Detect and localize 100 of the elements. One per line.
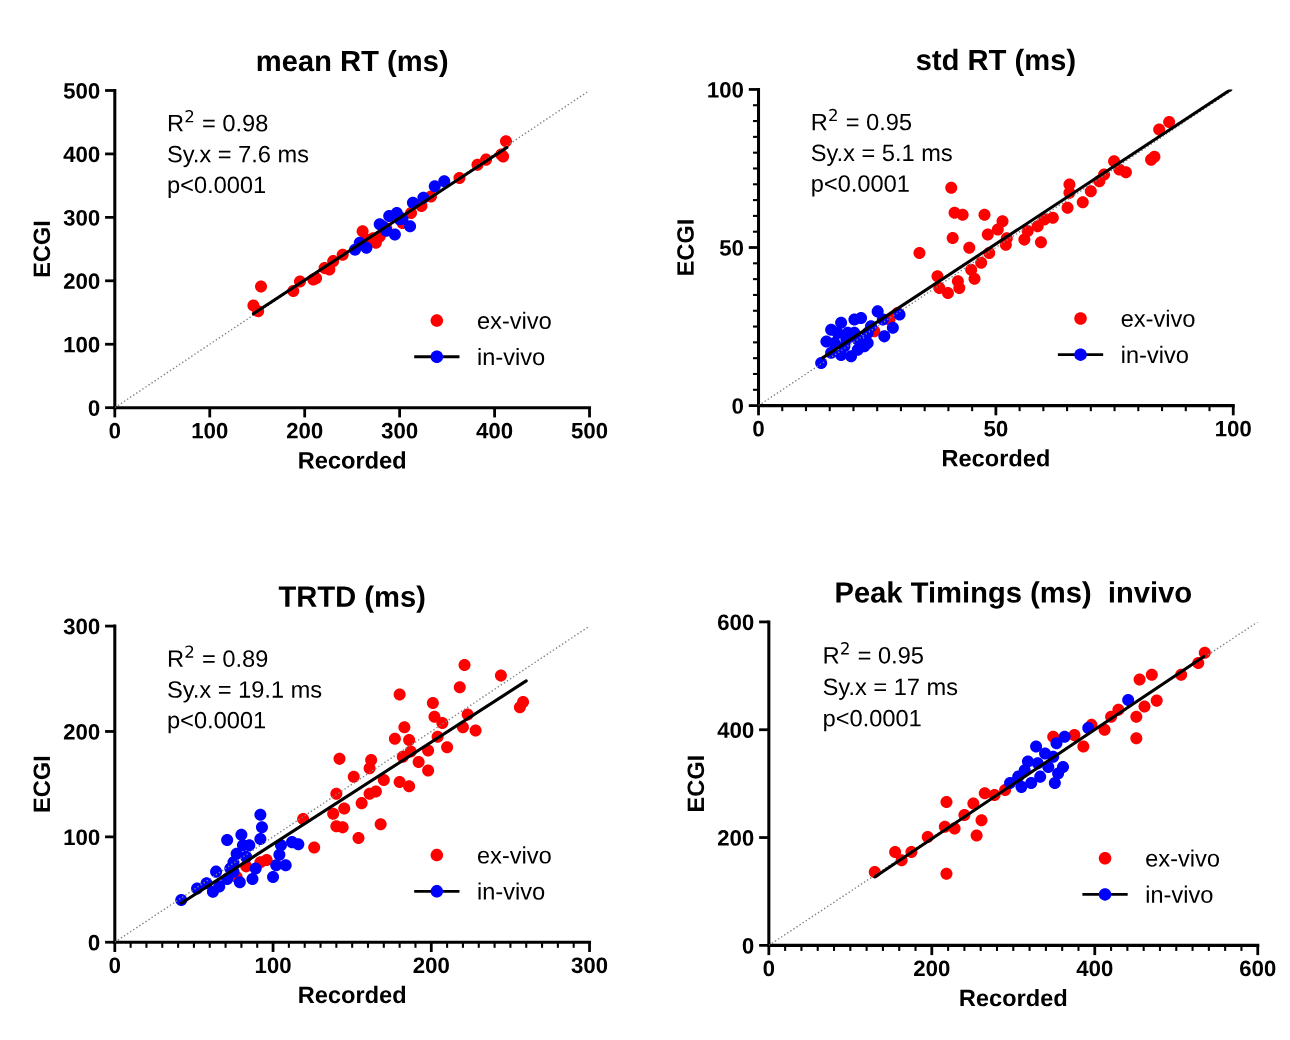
x-axis-title: Recorded xyxy=(299,985,406,1004)
point xyxy=(1133,673,1146,686)
point xyxy=(940,867,953,880)
point xyxy=(254,808,267,821)
point xyxy=(412,756,425,769)
point xyxy=(221,834,234,847)
annotation: R$^{2}$ = 0.89 xyxy=(168,645,268,668)
legend-label: ex-vivo xyxy=(477,311,551,330)
point xyxy=(981,228,994,241)
point xyxy=(363,762,376,775)
point xyxy=(352,831,365,844)
point xyxy=(1056,760,1070,773)
x-tick-label: 500 xyxy=(571,422,608,439)
point xyxy=(426,697,439,710)
point xyxy=(267,870,280,883)
point xyxy=(851,343,864,356)
point xyxy=(469,724,482,737)
point xyxy=(1046,211,1059,224)
x-tick-label: 200 xyxy=(914,960,950,977)
point xyxy=(1076,196,1089,209)
point xyxy=(403,733,416,746)
point xyxy=(292,838,305,851)
point xyxy=(886,321,899,334)
point xyxy=(1145,668,1158,681)
point xyxy=(1025,777,1038,790)
point xyxy=(1130,710,1143,723)
annotation: Sy.x = 5.1 ms xyxy=(811,144,952,166)
y-tick-label: 400 xyxy=(63,146,100,163)
x-tick-label: 100 xyxy=(255,957,291,974)
point xyxy=(499,135,512,148)
annotation: p<0.0001 xyxy=(824,709,921,732)
annotation: R$^{2}$ = 0.95 xyxy=(812,108,912,131)
y-tick-label: 100 xyxy=(64,829,100,846)
point xyxy=(1034,770,1047,783)
point xyxy=(1048,777,1061,790)
point xyxy=(1084,185,1097,198)
x-tick-label: 50 xyxy=(984,420,1008,437)
y-tick-label: 300 xyxy=(63,618,100,635)
point xyxy=(338,802,351,815)
y-tick-label: 200 xyxy=(63,273,100,290)
y-tick-label: 300 xyxy=(63,209,100,226)
point xyxy=(1030,740,1043,753)
point xyxy=(978,208,991,221)
point xyxy=(1061,201,1074,214)
point xyxy=(835,316,848,329)
annotation: p<0.0001 xyxy=(812,175,909,197)
annotation: p<0.0001 xyxy=(168,711,266,734)
point xyxy=(327,807,340,820)
point xyxy=(404,220,417,233)
point xyxy=(889,846,902,859)
y-tick-label: 200 xyxy=(717,830,754,846)
point xyxy=(458,659,471,672)
annotation: R$^{2}$ = 0.95 xyxy=(824,642,923,664)
x-axis-title: Recorded xyxy=(299,451,406,469)
point xyxy=(1034,236,1047,249)
y-tick-label: 100 xyxy=(708,81,744,98)
x-tick-label: 0 xyxy=(763,960,775,977)
point xyxy=(513,701,526,714)
x-tick-label: 400 xyxy=(476,422,513,439)
y-tick-label: 400 xyxy=(717,722,754,738)
legend-label: ex-vivo xyxy=(477,846,551,864)
point xyxy=(393,776,406,789)
point xyxy=(855,312,868,325)
point xyxy=(1138,700,1151,713)
y-axis-title: ECGI xyxy=(677,220,694,275)
x-axis-title: Recorded xyxy=(943,449,1049,467)
point xyxy=(254,832,267,845)
y-axis-title: ECGI xyxy=(33,756,51,812)
point xyxy=(956,208,969,221)
point xyxy=(978,787,991,800)
y-tick-label: 0 xyxy=(742,937,754,954)
point xyxy=(388,732,401,745)
point xyxy=(878,330,891,343)
annotation: Sy.x = 7.6 ms xyxy=(168,145,309,168)
x-tick-label: 300 xyxy=(381,422,418,439)
point xyxy=(422,764,435,777)
point xyxy=(398,721,411,734)
point xyxy=(1058,730,1071,743)
point xyxy=(428,710,441,723)
point xyxy=(1130,732,1143,745)
point xyxy=(377,773,390,786)
x-tick-label: 300 xyxy=(571,957,608,974)
legend-label: in-vivo xyxy=(478,882,545,900)
annotation: Sy.x = 17 ms xyxy=(823,678,958,700)
point xyxy=(255,821,268,834)
x-tick-label: 200 xyxy=(286,422,323,439)
point xyxy=(347,770,360,783)
point xyxy=(1163,115,1176,129)
point xyxy=(403,780,416,793)
point xyxy=(975,256,988,269)
point xyxy=(1122,694,1135,707)
annotation: R$^{2}$ = 0.98 xyxy=(168,109,268,132)
y-tick-label: 50 xyxy=(719,240,744,256)
point xyxy=(210,865,223,878)
point xyxy=(945,181,958,194)
point xyxy=(975,814,988,827)
point xyxy=(453,681,466,694)
point xyxy=(355,797,368,810)
point xyxy=(861,336,874,350)
point xyxy=(255,280,268,293)
